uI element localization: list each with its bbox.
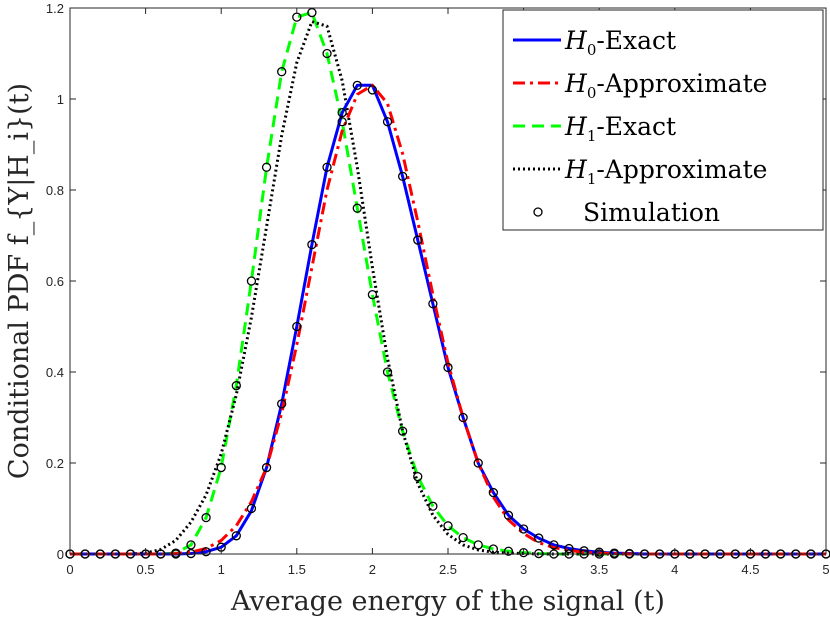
y-tick-label: 1: [57, 92, 64, 107]
simulation-point: [397, 426, 408, 436]
simulation-point: [367, 85, 378, 95]
simulation-point: [397, 171, 408, 182]
simulation-point: [382, 367, 393, 377]
simulation-point: [443, 362, 453, 373]
x-tick-label: 0: [66, 562, 73, 577]
simulation-point: [413, 235, 423, 245]
simulation-point: [231, 380, 241, 391]
simulation-point: [322, 48, 332, 59]
x-tick-label: 2: [369, 562, 376, 577]
simulation-point: [534, 533, 544, 543]
simulation-point: [352, 203, 362, 213]
simulation-point: [246, 503, 257, 514]
legend-label: H1-Approximate: [564, 155, 767, 188]
legend-label: H1-Exact: [564, 112, 676, 145]
x-tick-label: 3.5: [590, 562, 608, 577]
simulation-point: [246, 276, 257, 286]
y-tick-label: 0.4: [46, 365, 64, 380]
simulation-point: [564, 543, 574, 554]
simulation-point: [307, 7, 317, 18]
simulation-point: [443, 521, 453, 531]
x-axis-label: Average energy of the signal (t): [230, 586, 665, 617]
x-tick-label: 4: [671, 562, 678, 577]
simulation-point: [277, 67, 287, 77]
simulation-point: [488, 544, 499, 554]
simulation-point: [428, 501, 438, 511]
x-tick-label: 0.5: [137, 562, 155, 577]
x-tick-label: 2.5: [439, 562, 457, 577]
simulation-point: [186, 540, 196, 550]
tick-layer: 0 0.5 1 1.5 2 2.5 3 3.5 4 4.5 5 0 0.2 0.4 0.6 0.8 1 1.2: [46, 1, 830, 577]
simulation-point: [428, 299, 438, 309]
series-line-h1-approximate: [70, 20, 826, 556]
x-tick-label: 5: [822, 562, 829, 577]
simulation-point: [352, 80, 362, 90]
simulation-point: [367, 289, 378, 300]
simulation-point: [579, 546, 589, 556]
legend-label: H0-Exact: [564, 26, 676, 59]
y-tick-label: 0.2: [46, 456, 64, 471]
simulation-point: [337, 108, 347, 118]
simulation-point: [518, 524, 529, 534]
simulation-point: [201, 547, 211, 557]
simulation-point: [503, 510, 514, 520]
simulation-point: [413, 471, 423, 482]
simulation-point: [171, 548, 181, 558]
legend-marker: [533, 207, 543, 217]
legend-label: H0-Approximate: [564, 69, 767, 102]
simulation-point: [337, 117, 347, 127]
y-tick-label: 0.8: [46, 183, 64, 198]
simulation-point: [458, 412, 468, 423]
x-tick-label: 1.5: [288, 562, 306, 577]
simulation-point: [322, 162, 332, 172]
simulation-point: [216, 462, 226, 473]
x-tick-label: 1: [218, 562, 225, 577]
simulation-point: [458, 532, 468, 543]
simulation-point: [277, 399, 287, 409]
simulation-point: [307, 239, 317, 250]
y-axis-label: Conditional PDF f_{Y|H_i}(t): [4, 83, 35, 479]
y-tick-label: 0.6: [46, 274, 64, 289]
legend-box: [502, 9, 824, 231]
simulation-point: [201, 512, 211, 523]
simulation-point: [292, 321, 302, 332]
y-tick-label: 1.2: [46, 1, 64, 16]
simulation-point: [488, 487, 499, 498]
simulation-point: [261, 162, 272, 172]
simulation-point: [503, 546, 514, 556]
legend: H0-Exact H0-Approximate H1-Exact H1-Approxi…: [502, 9, 824, 231]
y-tick-label: 0: [57, 547, 64, 562]
simulation-point: [473, 458, 483, 468]
simulation-point: [382, 117, 393, 127]
simulation-point: [549, 540, 559, 550]
simulation-point: [473, 540, 483, 550]
x-tick-label: 4.5: [741, 562, 759, 577]
x-tick-label: 3: [520, 562, 527, 577]
legend-label: Simulation: [583, 198, 720, 227]
simulation-point: [231, 531, 241, 541]
simulation-point: [261, 462, 272, 473]
